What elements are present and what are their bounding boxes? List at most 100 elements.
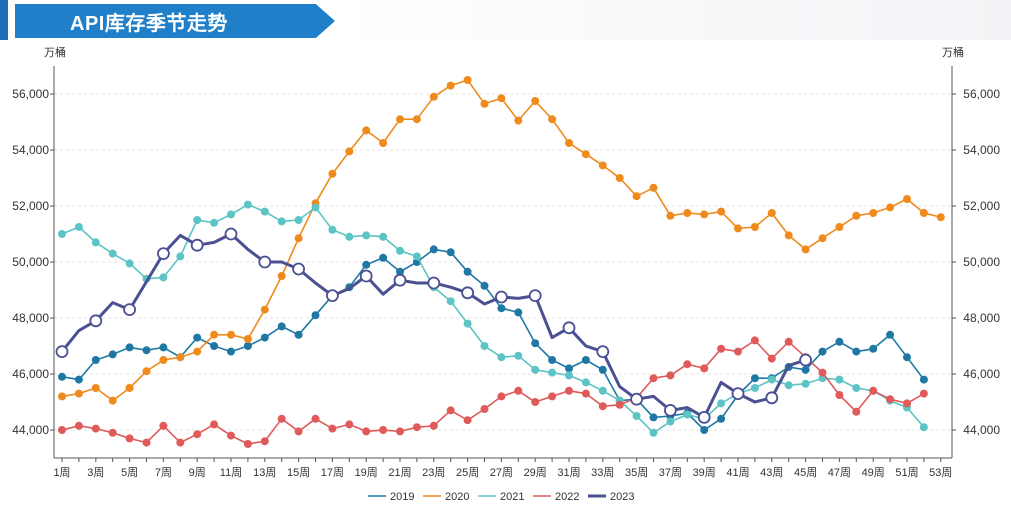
- data-point-2021: [277, 217, 286, 226]
- series-2022: [58, 336, 928, 448]
- data-point-2019: [835, 337, 844, 346]
- data-point-2023: [156, 247, 170, 261]
- data-point-2020: [243, 335, 252, 343]
- line-chart: 44,000 44,000 46,000 46,000 48,000 48,000 50,0…: [12, 45, 1000, 503]
- data-point-2022: [480, 405, 489, 413]
- data-point-2021: [548, 368, 557, 377]
- data-point-2021: [835, 375, 844, 384]
- data-point-2019: [396, 267, 404, 276]
- data-point-2022: [852, 407, 861, 416]
- y-tick-label-left: 44,000: [12, 423, 49, 437]
- data-point-2019: [869, 344, 878, 353]
- data-point-2022: [767, 354, 776, 363]
- x-tick-label: 25周: [456, 466, 479, 479]
- data-point-2021: [750, 384, 759, 392]
- x-tick-label: 53周: [929, 466, 952, 479]
- title-banner: [15, 4, 335, 38]
- data-point-2019: [379, 253, 388, 262]
- data-point-2020: [767, 209, 776, 217]
- data-point-2019: [108, 350, 117, 359]
- data-point-2021: [446, 297, 455, 306]
- data-point-2022: [311, 414, 320, 423]
- x-tick-label: 49周: [862, 466, 885, 479]
- data-point-2023: [697, 410, 711, 424]
- y-tick-label-left: 52,000: [12, 199, 49, 213]
- y-tick-label-left: 54,000: [12, 143, 49, 157]
- data-point-2019: [58, 372, 66, 381]
- data-point-2022: [700, 364, 709, 373]
- data-point-2019: [142, 346, 151, 355]
- data-point-2021: [74, 223, 83, 231]
- data-point-2020: [852, 211, 861, 220]
- page-title: API库存季节走势: [70, 13, 228, 35]
- data-point-2022: [531, 398, 540, 406]
- y-tick-label-right: 50,000: [963, 255, 1000, 269]
- y-tick-label-right: 54,000: [963, 143, 1000, 157]
- data-point-2021: [514, 351, 523, 360]
- y-tick-label-right: 56,000: [963, 87, 1000, 101]
- data-point-2022: [362, 427, 371, 436]
- data-point-2019: [565, 364, 573, 373]
- data-point-2023: [765, 391, 779, 405]
- data-point-2021: [632, 412, 641, 420]
- data-point-2022: [243, 440, 252, 448]
- data-point-2019: [903, 353, 911, 362]
- data-point-2022: [446, 406, 455, 415]
- data-point-2023: [528, 289, 542, 303]
- x-tick-label: 3周: [87, 466, 104, 479]
- x-tick-label: 15周: [287, 466, 310, 479]
- data-point-2023: [596, 345, 610, 359]
- data-point-2019: [91, 356, 100, 364]
- x-tick-label: 33周: [591, 466, 614, 479]
- data-point-2023: [494, 290, 508, 304]
- data-point-2023: [359, 269, 373, 283]
- data-point-2020: [227, 330, 235, 339]
- data-point-2022: [193, 430, 202, 439]
- data-point-2023: [630, 392, 643, 406]
- data-point-2021: [396, 246, 404, 255]
- data-point-2019: [801, 365, 810, 374]
- x-tick-label: 39周: [693, 466, 716, 479]
- legend-item-2019: 2019: [368, 491, 414, 503]
- data-point-2022: [142, 438, 151, 447]
- data-point-2022: [176, 438, 185, 447]
- data-point-2020: [615, 174, 624, 182]
- series-group: [55, 76, 945, 448]
- data-point-2020: [801, 245, 810, 254]
- data-point-2021: [193, 216, 202, 224]
- data-point-2020: [666, 211, 675, 220]
- data-point-2021: [328, 225, 337, 234]
- data-point-2020: [74, 389, 83, 398]
- data-point-2022: [903, 399, 911, 408]
- data-point-2019: [818, 347, 827, 356]
- data-point-2020: [294, 234, 303, 243]
- data-point-2020: [565, 139, 573, 147]
- x-tick-label: 51周: [895, 466, 918, 479]
- data-point-2020: [919, 209, 928, 217]
- y-tick-label-left: 48,000: [12, 311, 49, 325]
- data-point-2023: [123, 303, 137, 317]
- series-2019: [58, 245, 928, 434]
- legend-item-2021: 2021: [478, 491, 524, 503]
- data-point-2021: [210, 218, 219, 227]
- data-point-2019: [277, 322, 286, 331]
- y-tick-label-right: 46,000: [963, 367, 1000, 381]
- data-point-2023: [427, 276, 441, 290]
- series-line-2022: [61, 339, 925, 445]
- x-tick-label: 5周: [121, 466, 138, 479]
- data-point-2020: [649, 183, 658, 192]
- legend-label-2019: 2019: [390, 491, 414, 503]
- y-tick-label-left: 46,000: [12, 367, 49, 381]
- series-line-2021: [61, 203, 925, 434]
- data-point-2021: [852, 384, 861, 392]
- data-point-2020: [142, 367, 151, 376]
- legend-label-2020: 2020: [445, 491, 469, 503]
- data-point-2022: [886, 395, 895, 404]
- data-point-2019: [852, 347, 861, 356]
- data-point-2023: [258, 255, 272, 269]
- data-point-2020: [903, 195, 911, 203]
- data-point-2020: [548, 115, 557, 124]
- data-point-2019: [700, 426, 709, 434]
- data-point-2021: [58, 230, 66, 238]
- data-point-2020: [210, 330, 219, 339]
